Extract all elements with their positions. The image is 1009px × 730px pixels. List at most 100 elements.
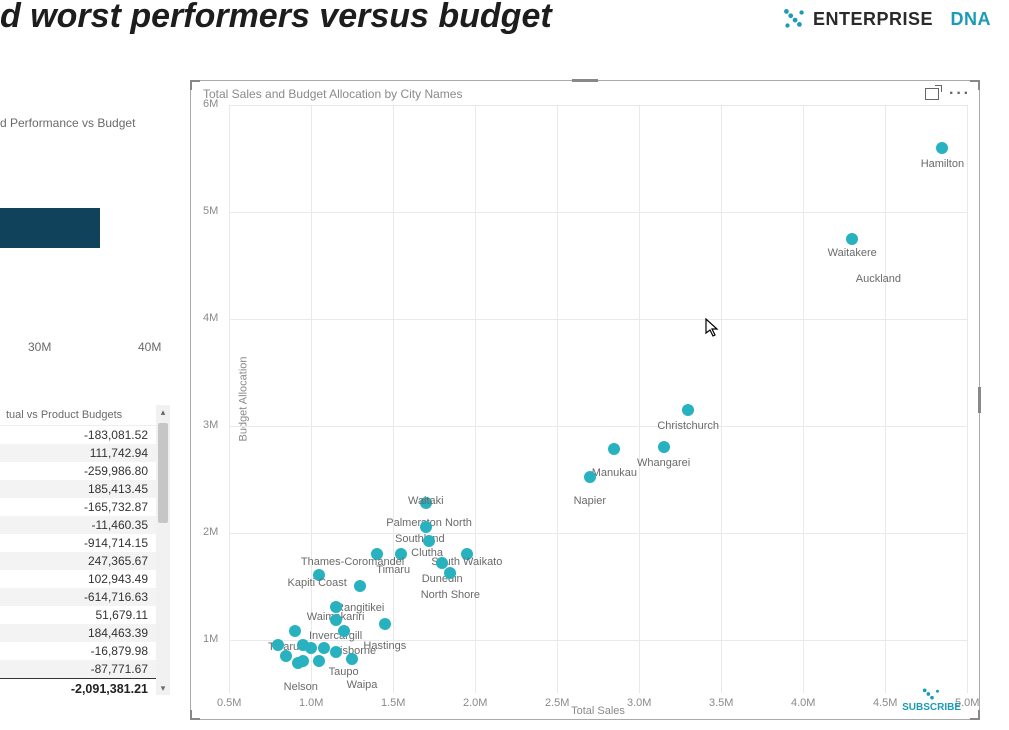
x-tick-label: 2.0M xyxy=(463,697,487,709)
scatter-point[interactable] xyxy=(379,618,391,630)
scatter-label: Invercargill xyxy=(309,630,362,642)
x-axis-label: Total Sales xyxy=(571,705,625,717)
resize-handle-tl[interactable] xyxy=(190,80,200,90)
brand-logo: ENTERPRISE DNA xyxy=(781,6,991,32)
table-row: 111,742.94 xyxy=(0,444,170,462)
table-row: 51,679.11 xyxy=(0,606,170,624)
table-row: 102,943.49 xyxy=(0,570,170,588)
scatter-point[interactable] xyxy=(313,655,325,667)
page-title: d worst performers versus budget xyxy=(0,0,552,36)
scatter-point[interactable] xyxy=(330,646,342,658)
scatter-label: Manukau xyxy=(592,467,637,479)
more-options-icon[interactable]: ··· xyxy=(949,85,971,103)
table-row: -11,460.35 xyxy=(0,516,170,534)
scatter-label: Waipa xyxy=(347,679,378,691)
scatter-label: North Shore xyxy=(421,589,480,601)
table-row: -87,771.67 xyxy=(0,660,170,678)
x-gridline xyxy=(639,105,640,693)
scatter-point[interactable] xyxy=(584,471,596,483)
y-tick-label: 4M xyxy=(203,312,218,324)
left-chart-x-tick: 30M xyxy=(28,340,51,354)
scatter-label: Taupo xyxy=(329,666,359,678)
scatter-point[interactable] xyxy=(436,557,448,569)
scatter-point[interactable] xyxy=(682,404,694,416)
scatter-point[interactable] xyxy=(338,625,350,637)
table-total: -2,091,381.21 xyxy=(0,678,170,698)
y-tick-label: 2M xyxy=(203,526,218,538)
y-gridline xyxy=(229,533,967,534)
x-gridline xyxy=(393,105,394,693)
scatter-label: Waitaki xyxy=(408,495,444,507)
mouse-cursor-icon xyxy=(705,318,721,343)
x-tick-label: 1.5M xyxy=(381,697,405,709)
x-gridline xyxy=(475,105,476,693)
scatter-point[interactable] xyxy=(346,653,358,665)
scatter-point[interactable] xyxy=(936,142,948,154)
y-gridline xyxy=(229,319,967,320)
y-tick-label: 3M xyxy=(203,419,218,431)
left-chart-title: d Performance vs Budget xyxy=(0,116,135,130)
scatter-point[interactable] xyxy=(658,441,670,453)
scatter-label: Southland xyxy=(395,533,445,545)
drag-handle-top[interactable] xyxy=(572,79,598,82)
x-gridline xyxy=(885,105,886,693)
resize-handle-bl[interactable] xyxy=(190,710,200,720)
scatter-label: Auckland xyxy=(856,273,901,285)
x-tick-label: 4.0M xyxy=(791,697,815,709)
budgets-table: tual vs Product Budgets -183,081.52111,7… xyxy=(0,405,170,698)
x-tick-label: 4.5M xyxy=(873,697,897,709)
x-gridline xyxy=(557,105,558,693)
plot-area[interactable]: Budget Allocation Total Sales 0.5M1.0M1.… xyxy=(229,105,967,693)
scatter-point[interactable] xyxy=(420,521,432,533)
chart-title: Total Sales and Budget Allocation by Cit… xyxy=(203,87,462,101)
left-mini-chart: d Performance vs Budget 30M40M xyxy=(0,90,160,350)
table-row: -259,986.80 xyxy=(0,462,170,480)
scatter-point[interactable] xyxy=(305,642,317,654)
scatter-point[interactable] xyxy=(272,639,284,651)
scatter-point[interactable] xyxy=(289,625,301,637)
scatter-point[interactable] xyxy=(444,567,456,579)
x-tick-label: 3.0M xyxy=(627,697,651,709)
scatter-point[interactable] xyxy=(608,443,620,455)
y-gridline xyxy=(229,426,967,427)
table-row: 185,413.45 xyxy=(0,480,170,498)
scroll-up-icon[interactable]: ▴ xyxy=(156,405,170,419)
scroll-down-icon[interactable]: ▾ xyxy=(156,681,170,695)
scroll-thumb[interactable] xyxy=(158,423,168,523)
y-gridline xyxy=(229,105,967,106)
y-tick-label: 6M xyxy=(203,98,218,110)
scatter-point[interactable] xyxy=(318,642,330,654)
logo-text-2: DNA xyxy=(951,9,992,30)
table-scrollbar[interactable]: ▴ ▾ xyxy=(156,405,170,695)
scatter-point[interactable] xyxy=(330,614,342,626)
table-row: -165,732.87 xyxy=(0,498,170,516)
drag-handle-right[interactable] xyxy=(978,387,981,413)
dna-icon xyxy=(781,6,807,32)
scatter-label: Waitakere xyxy=(828,247,877,259)
scatter-point[interactable] xyxy=(280,650,292,662)
subscribe-watermark: SUBSCRIBE xyxy=(902,686,961,713)
resize-handle-br[interactable] xyxy=(970,710,980,720)
x-gridline xyxy=(803,105,804,693)
dna-icon xyxy=(921,686,943,702)
table-row: -16,879.98 xyxy=(0,642,170,660)
table-header: tual vs Product Budgets xyxy=(0,405,170,426)
resize-handle-tr[interactable] xyxy=(970,80,980,90)
x-gridline xyxy=(311,105,312,693)
scatter-point[interactable] xyxy=(292,657,304,669)
scatter-point[interactable] xyxy=(354,580,366,592)
x-tick-label: 2.5M xyxy=(545,697,569,709)
scatter-point[interactable] xyxy=(846,233,858,245)
scatter-label: Nelson xyxy=(284,681,318,693)
scatter-point[interactable] xyxy=(423,535,435,547)
left-chart-bar xyxy=(0,208,100,248)
scatter-visual[interactable]: Total Sales and Budget Allocation by Cit… xyxy=(190,80,980,720)
scatter-label: Thames-Coromandel xyxy=(301,556,404,568)
focus-mode-icon[interactable] xyxy=(925,88,939,100)
subscribe-label: SUBSCRIBE xyxy=(902,702,961,713)
x-tick-label: 3.5M xyxy=(709,697,733,709)
left-chart-x-tick: 40M xyxy=(138,340,161,354)
x-gridline xyxy=(721,105,722,693)
scatter-label: Kapiti Coast xyxy=(288,577,347,589)
scatter-label: Dunedin xyxy=(422,573,463,585)
